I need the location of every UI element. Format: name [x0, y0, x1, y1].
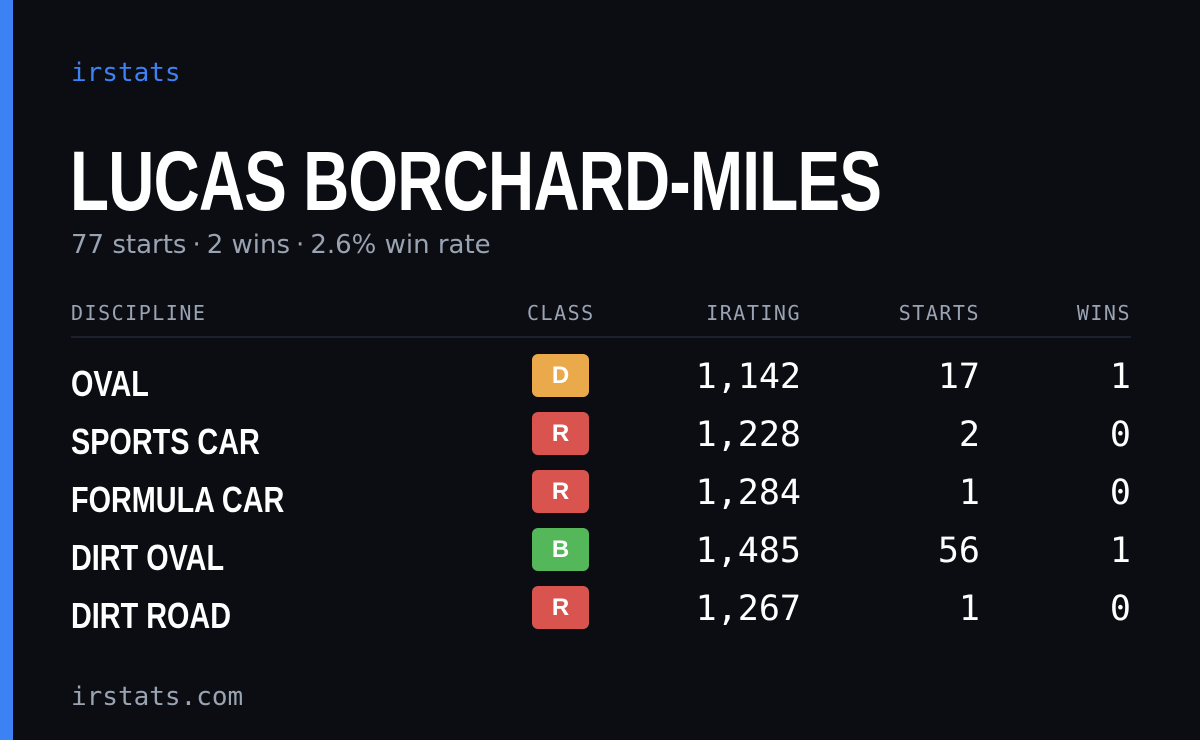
- irating-value: 1,228: [695, 415, 801, 455]
- table-row: OVAL D 1,142 17 1: [71, 352, 1131, 410]
- brand-logo-text: irstats: [71, 58, 181, 88]
- table-row: FORMULA CAR R 1,284 1 0: [71, 468, 1131, 526]
- irating-value: 1,142: [695, 357, 801, 397]
- license-class-badge: R: [532, 412, 589, 455]
- wins-value: 0: [1109, 589, 1131, 629]
- irating-value: 1,485: [695, 531, 801, 571]
- starts-value: 56: [937, 531, 980, 571]
- summary-starts: 77 starts: [71, 230, 187, 260]
- license-class-badge: R: [532, 470, 589, 513]
- wins-value: 1: [1109, 357, 1131, 397]
- summary-separator: ·: [192, 230, 201, 260]
- discipline-name: SPORTS CAR: [71, 421, 260, 462]
- starts-value: 2: [958, 415, 980, 455]
- table-row: DIRT OVAL B 1,485 56 1: [71, 526, 1131, 584]
- license-class-badge: D: [532, 354, 589, 397]
- summary-separator: ·: [296, 230, 305, 260]
- accent-bar: [0, 0, 13, 740]
- discipline-name: DIRT ROAD: [71, 595, 231, 636]
- player-summary: 77 starts · 2 wins · 2.6% win rate: [71, 229, 491, 261]
- wins-value: 0: [1109, 473, 1131, 513]
- discipline-stats-table: DISCIPLINE CLASS IRATING STARTS WINS OVA…: [71, 300, 1131, 636]
- column-header-starts: STARTS: [898, 301, 980, 325]
- discipline-name: OVAL: [71, 363, 149, 404]
- starts-value: 17: [937, 357, 980, 397]
- player-name: LUCAS BORCHARD-MILES: [70, 134, 882, 228]
- table-row: SPORTS CAR R 1,228 2 0: [71, 410, 1131, 468]
- column-header-irating: IRATING: [706, 301, 801, 325]
- starts-value: 1: [958, 589, 980, 629]
- summary-win-rate: 2.6% win rate: [310, 230, 491, 260]
- wins-value: 0: [1109, 415, 1131, 455]
- footer-website-link[interactable]: irstats.com: [71, 682, 244, 712]
- table-header: DISCIPLINE CLASS IRATING STARTS WINS: [71, 300, 1131, 338]
- starts-value: 1: [958, 473, 980, 513]
- column-header-class: CLASS: [527, 301, 595, 325]
- table-body: OVAL D 1,142 17 1 SPORTS CAR R 1,228 2 0…: [71, 352, 1131, 642]
- license-class-badge: B: [532, 528, 589, 571]
- irating-value: 1,267: [695, 589, 801, 629]
- irating-value: 1,284: [695, 473, 801, 513]
- column-header-discipline: DISCIPLINE: [71, 301, 207, 325]
- table-row: DIRT ROAD R 1,267 1 0: [71, 584, 1131, 642]
- license-class-badge: R: [532, 586, 589, 629]
- discipline-name: FORMULA CAR: [71, 479, 285, 520]
- summary-wins: 2 wins: [206, 230, 291, 260]
- wins-value: 1: [1109, 531, 1131, 571]
- discipline-name: DIRT OVAL: [71, 537, 225, 578]
- column-header-wins: WINS: [1076, 301, 1131, 325]
